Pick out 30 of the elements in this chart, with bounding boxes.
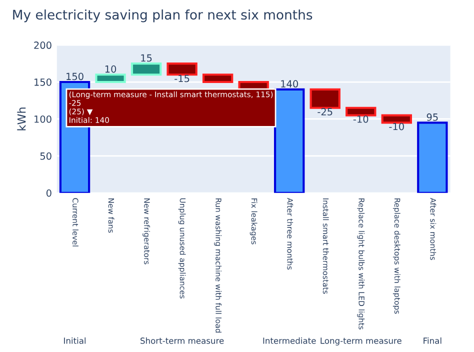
bar xyxy=(95,74,126,84)
text: Final xyxy=(424,337,442,344)
y-tick-label: 150 xyxy=(34,78,52,86)
y-tick-label: 100 xyxy=(34,115,52,123)
data-label: 150 xyxy=(66,72,84,80)
data-label: 95 xyxy=(426,113,438,121)
bar xyxy=(130,62,162,76)
bar xyxy=(166,62,198,76)
bar xyxy=(310,88,340,109)
text: Short-term measure xyxy=(140,337,224,344)
y-tick-label: 50 xyxy=(40,152,52,160)
text: Intermediate xyxy=(263,337,316,344)
y-axis-title: kWh xyxy=(17,108,26,130)
bar xyxy=(202,74,234,84)
y-tick-label: 0 xyxy=(46,189,52,197)
bar xyxy=(346,106,376,116)
data-label: 15 xyxy=(141,54,152,62)
data-label: -10 xyxy=(353,115,368,123)
text: Initial xyxy=(64,337,86,344)
data-label: 10 xyxy=(105,65,116,73)
bar xyxy=(381,114,412,124)
bar xyxy=(417,122,448,193)
bar xyxy=(274,88,305,193)
chart-title: My electricity saving plan for next six months xyxy=(13,9,312,22)
data-label: -25 xyxy=(318,108,332,116)
text: Long-term measure xyxy=(320,338,402,346)
data-label: -10 xyxy=(389,122,404,130)
y-tick-label: 200 xyxy=(34,42,52,49)
data-label: -15 xyxy=(174,74,190,82)
data-label: 140 xyxy=(281,80,298,88)
